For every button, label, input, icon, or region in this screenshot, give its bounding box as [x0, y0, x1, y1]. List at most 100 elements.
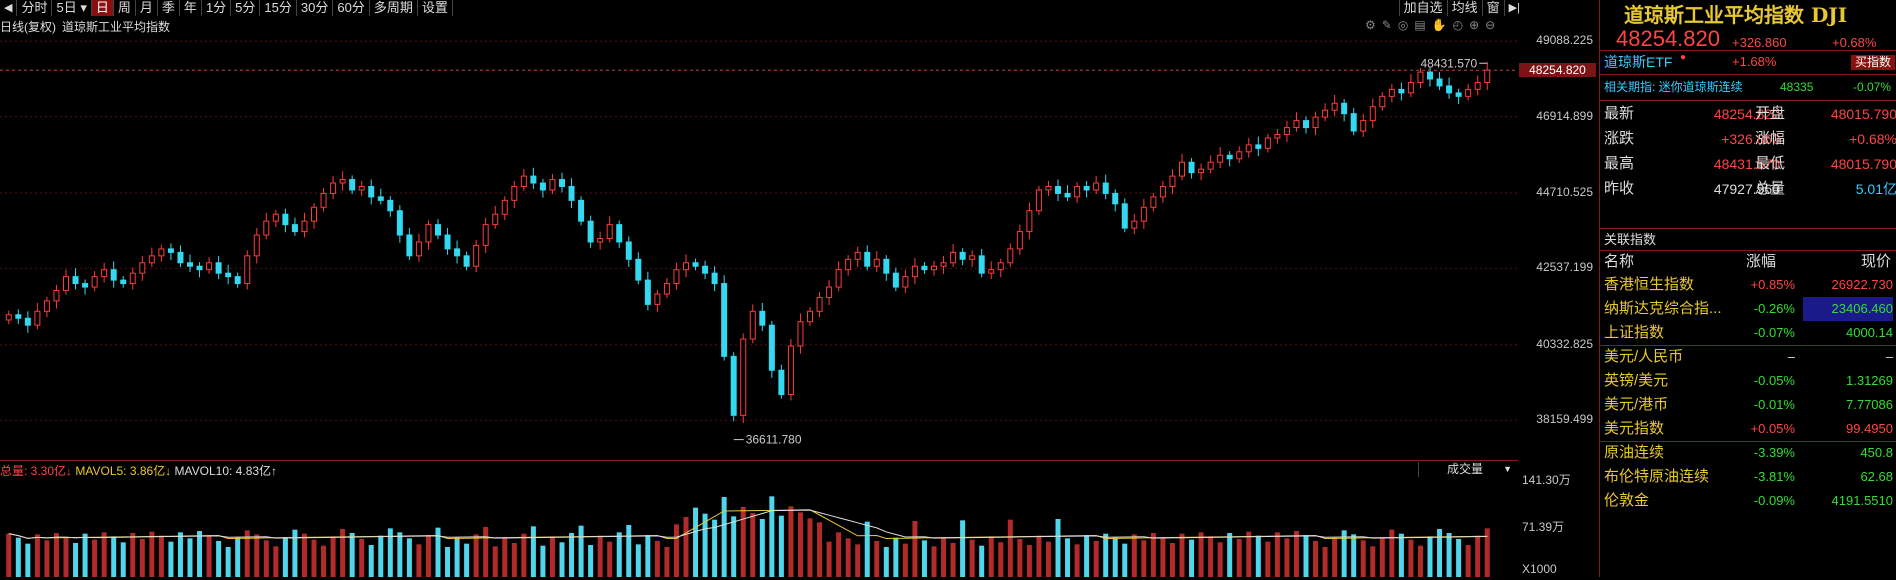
volume-bar	[1160, 537, 1166, 577]
indicator-select[interactable]: 成交量 ▼	[1418, 462, 1518, 477]
period-tab[interactable]: 周	[114, 0, 136, 16]
volume-bar	[397, 532, 403, 577]
related-price: 1.31269	[1846, 373, 1893, 388]
volume-bar	[435, 527, 441, 577]
volume-bar	[559, 542, 565, 577]
related-row[interactable]: 布伦特原油连续 -3.81% 62.68	[1600, 465, 1896, 489]
related-name: 纳斯达克综合指...	[1604, 300, 1722, 317]
reset-icon[interactable]: ◴	[1452, 18, 1464, 32]
volume-bar	[263, 540, 269, 577]
related-row[interactable]: 原油连续 -3.39% 450.8	[1600, 441, 1896, 465]
volume-bar	[311, 539, 317, 577]
panel-toggle-icon[interactable]: ▶|	[1503, 0, 1524, 16]
candle-body	[282, 213, 289, 226]
candle-body	[454, 248, 461, 257]
related-pct: -3.81%	[1753, 469, 1795, 484]
erase-icon[interactable]: ▤	[1414, 18, 1426, 32]
volume-bar	[1303, 535, 1309, 577]
volume-svg	[6, 496, 1490, 577]
volume-bar	[1026, 545, 1032, 577]
futures-label[interactable]: 相关期指: 迷你道琼斯连续	[1604, 80, 1743, 94]
volume-bar	[168, 541, 174, 577]
volume-bar	[206, 535, 212, 577]
volume-bar	[368, 545, 374, 577]
related-row[interactable]: 上证指数 -0.07% 4000.14	[1600, 321, 1896, 345]
candle-body	[883, 258, 890, 274]
volume-bar	[378, 535, 384, 577]
volume-bar	[502, 537, 508, 577]
volume-bar	[1284, 538, 1290, 577]
period-tab[interactable]: 季	[158, 0, 180, 16]
zoom-in-icon[interactable]: ⊕	[1469, 18, 1480, 32]
related-name: 美元/港币	[1604, 396, 1669, 413]
period-tab[interactable]: 设置	[418, 0, 453, 16]
candle-body	[463, 255, 470, 267]
candle-body	[1131, 220, 1138, 229]
etf-link[interactable]: 道琼斯ETF	[1604, 54, 1673, 70]
candle-body	[1064, 192, 1071, 198]
add-watchlist-button[interactable]: 加自选	[1398, 0, 1447, 16]
volume-bar	[673, 524, 679, 577]
related-pct: +0.05%	[1750, 421, 1795, 436]
period-tab[interactable]: 日	[91, 0, 114, 16]
ma-button[interactable]: 均线	[1446, 0, 1482, 16]
period-tab[interactable]: 分时	[17, 0, 53, 16]
candle-body	[1102, 182, 1109, 194]
period-tabs: 分时 5日 ▾ 日周月季年 1分 5分 15分 30分 60分 多周期 设置	[17, 0, 453, 16]
period-tab[interactable]: 5分	[231, 0, 261, 16]
quote-value: 48015.790	[1830, 156, 1896, 172]
period-tab[interactable]: 月	[136, 0, 158, 16]
period-tab[interactable]: 5日 ▾	[52, 0, 92, 16]
volume-bar	[1484, 528, 1490, 577]
kline-chart[interactable]: 48431.570 36611.780	[0, 17, 1518, 461]
candle-body	[845, 258, 852, 271]
related-row[interactable]: 英镑/美元 -0.05% 1.31269	[1600, 369, 1896, 393]
candle-body	[1255, 144, 1262, 149]
volume-bar	[893, 537, 899, 577]
candle-body	[511, 185, 518, 201]
lock-icon[interactable]: ◎	[1397, 18, 1409, 32]
related-row[interactable]: 纳斯达克综合指... -0.26% 23406.460	[1600, 297, 1896, 321]
volume-bar	[197, 531, 203, 577]
candle-body	[1465, 88, 1472, 97]
volume-chart[interactable]	[0, 461, 1518, 577]
related-row[interactable]: 美元/港币 -0.01% 7.77086	[1600, 393, 1896, 417]
hand-icon[interactable]: ✋	[1431, 18, 1447, 32]
related-row[interactable]: 伦敦金 -0.09% 4191.5510	[1600, 489, 1896, 513]
candle-body	[1331, 102, 1338, 111]
quote-row: 昨收 47927.960 总量 5.01亿	[1600, 177, 1896, 201]
period-tab[interactable]: 60分	[333, 0, 370, 16]
volume-bar	[588, 545, 594, 577]
related-row[interactable]: 美元指数 +0.05% 99.4950	[1600, 417, 1896, 441]
volume-bar	[645, 535, 651, 577]
related-name: 原油连续	[1604, 444, 1665, 461]
period-tab[interactable]: 年	[180, 0, 202, 16]
volume-bar	[921, 540, 927, 577]
period-tab[interactable]: 1分	[202, 0, 232, 16]
candle-body	[721, 283, 728, 357]
period-tab[interactable]: 15分	[260, 0, 297, 16]
settings-icon[interactable]: ⚙	[1365, 18, 1376, 32]
volume-bar	[1150, 533, 1156, 577]
back-arrow-icon[interactable]: ◀	[0, 0, 18, 16]
volume-bar	[1255, 535, 1261, 577]
period-tab[interactable]: 多周期	[370, 0, 418, 16]
volume-bar	[845, 538, 851, 577]
window-button[interactable]: 窗	[1481, 0, 1504, 16]
candle-body	[559, 179, 565, 187]
candle-body	[234, 276, 241, 285]
futures-pct: -0.07%	[1852, 80, 1891, 94]
related-row[interactable]: 美元/人民币 – –	[1600, 345, 1896, 369]
candle-body	[997, 262, 1004, 271]
period-tab[interactable]: 30分	[297, 0, 334, 16]
volume-bar	[1169, 543, 1175, 577]
candle-body	[110, 269, 117, 281]
buy-index-button[interactable]: 买指数	[1850, 55, 1895, 70]
candle-body	[1369, 106, 1376, 122]
related-price: 62.68	[1860, 469, 1893, 484]
related-row[interactable]: 香港恒生指数 +0.85% 26922.730	[1600, 273, 1896, 297]
zoom-out-icon[interactable]: ⊖	[1485, 18, 1496, 32]
pen-icon[interactable]: ✎	[1381, 18, 1392, 32]
volume-bar	[1007, 519, 1013, 577]
candle-body	[1398, 88, 1405, 94]
